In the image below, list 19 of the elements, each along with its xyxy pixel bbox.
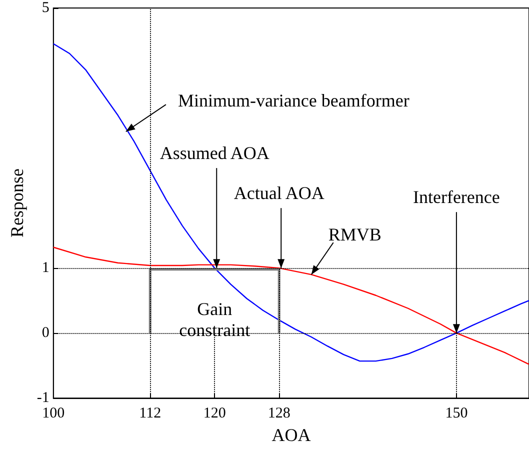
line-series bbox=[52, 246, 529, 365]
annotation: Actual AOA bbox=[234, 183, 324, 204]
y-axis-title: Response bbox=[7, 168, 27, 238]
annotation: Assumed AOA bbox=[160, 143, 270, 164]
x-tick-label: 100 bbox=[42, 406, 65, 422]
y-tick-label: 5 bbox=[42, 0, 50, 16]
y-tick-label: 0 bbox=[42, 325, 50, 342]
x-axis-title: AOA bbox=[272, 425, 311, 445]
annotation: Interference bbox=[412, 187, 500, 208]
y-tick-label: -1 bbox=[36, 390, 50, 406]
y-tick-label: 1 bbox=[42, 260, 50, 276]
x-tick-label: 120 bbox=[203, 406, 226, 422]
x-tick-label: 112 bbox=[139, 406, 162, 422]
annotation: RMVB bbox=[328, 224, 382, 245]
annotation: Gain constraint bbox=[179, 299, 250, 340]
annotation: Minimum-variance beamformer bbox=[178, 90, 410, 111]
x-tick-label: 150 bbox=[445, 406, 468, 422]
line-series bbox=[52, 43, 529, 362]
x-tick-label: 128 bbox=[268, 406, 290, 422]
